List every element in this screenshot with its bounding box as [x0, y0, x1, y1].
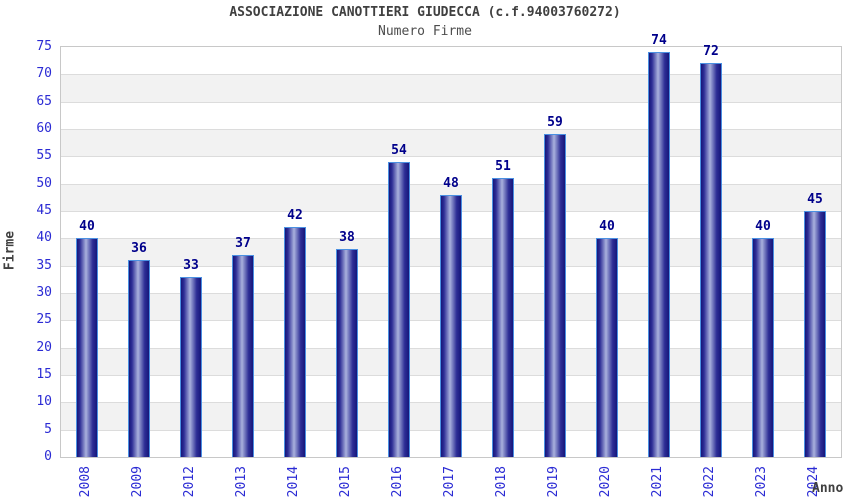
plot-band	[61, 47, 841, 75]
y-tick-label: 5	[44, 421, 52, 437]
x-tick-label: 2008	[78, 466, 93, 498]
x-axis-title: Anno	[812, 481, 844, 496]
gridline	[61, 156, 841, 158]
y-tick-label: 50	[36, 175, 52, 191]
bar-value-label: 33	[183, 257, 199, 273]
bar-value-label: 40	[79, 219, 95, 235]
bar-value-label: 59	[547, 115, 563, 131]
y-tick-label: 60	[36, 121, 52, 136]
bar-value-label: 37	[235, 235, 251, 251]
gridline	[61, 183, 841, 185]
y-tick-label: 0	[44, 449, 52, 464]
bar-2015	[336, 249, 358, 457]
plot-band	[61, 74, 841, 102]
bar-value-label: 74	[651, 33, 667, 49]
bar-value-label: 40	[599, 219, 615, 235]
y-tick-label: 35	[36, 257, 52, 273]
x-tick-label: 2013	[234, 466, 249, 498]
chart-title: ASSOCIAZIONE CANOTTIERI GIUDECCA (c.f.94…	[229, 5, 621, 20]
plot-band	[61, 129, 841, 157]
bar-2017	[440, 194, 462, 457]
gridline	[61, 129, 841, 130]
x-tick-label: 2018	[494, 466, 509, 498]
bar-2014	[284, 227, 306, 457]
x-tick-label: 2020	[598, 466, 613, 498]
y-tick-label: 20	[36, 339, 52, 355]
bar-2019	[544, 134, 566, 457]
gridline	[61, 74, 841, 76]
y-tick-label: 25	[36, 312, 52, 328]
y-tick-label: 40	[36, 230, 52, 246]
x-tick-label: 2009	[130, 466, 145, 498]
plot-band	[61, 101, 841, 129]
plot-area: 40 36 33 37 42 38 54 48 51 59 40 74 72 40 45	[60, 33, 842, 458]
bar-value-label: 42	[287, 208, 303, 224]
y-tick-label: 45	[36, 203, 52, 218]
bar-value-label: 51	[495, 159, 511, 175]
x-tick-label: 2012	[182, 466, 197, 498]
bar-2018	[492, 178, 514, 457]
bar-value-label: 72	[703, 44, 719, 60]
bar-2013	[232, 254, 254, 457]
x-tick-label: 2014	[286, 466, 301, 498]
bar-2022	[700, 63, 722, 457]
bar-value-label: 54	[391, 142, 407, 158]
chart-subtitle: Numero Firme	[378, 24, 472, 39]
bar-value-label: 45	[807, 192, 823, 207]
bar-2020	[596, 238, 618, 457]
y-tick-label: 65	[36, 93, 52, 109]
y-tick-label: 70	[36, 66, 52, 82]
x-tick-label: 2017	[442, 466, 457, 498]
x-tick-label: 2019	[546, 466, 561, 498]
bar-value-label: 40	[755, 219, 771, 235]
bar-2008	[76, 238, 98, 457]
y-tick-label: 15	[36, 367, 52, 382]
bar-value-label: 48	[443, 175, 459, 191]
x-tick-label: 2022	[702, 466, 717, 498]
bar-2023	[752, 238, 774, 457]
bar-2024	[804, 211, 826, 457]
y-tick-label: 75	[36, 39, 52, 54]
bar-2021	[648, 52, 670, 457]
x-tick-label: 2016	[390, 466, 405, 498]
bar-value-label: 38	[339, 230, 355, 246]
x-tick-label: 2015	[338, 466, 353, 498]
bar-2012	[180, 276, 202, 457]
bar-value-label: 36	[131, 241, 147, 257]
x-tick-label: 2023	[754, 466, 769, 498]
y-tick-label: 10	[36, 394, 52, 410]
y-tick-label: 30	[36, 285, 52, 300]
gridline	[61, 101, 841, 103]
bar-2009	[128, 260, 150, 457]
x-tick-label: 2021	[650, 466, 665, 498]
bar-2016	[388, 161, 410, 457]
y-tick-label: 55	[36, 148, 52, 164]
